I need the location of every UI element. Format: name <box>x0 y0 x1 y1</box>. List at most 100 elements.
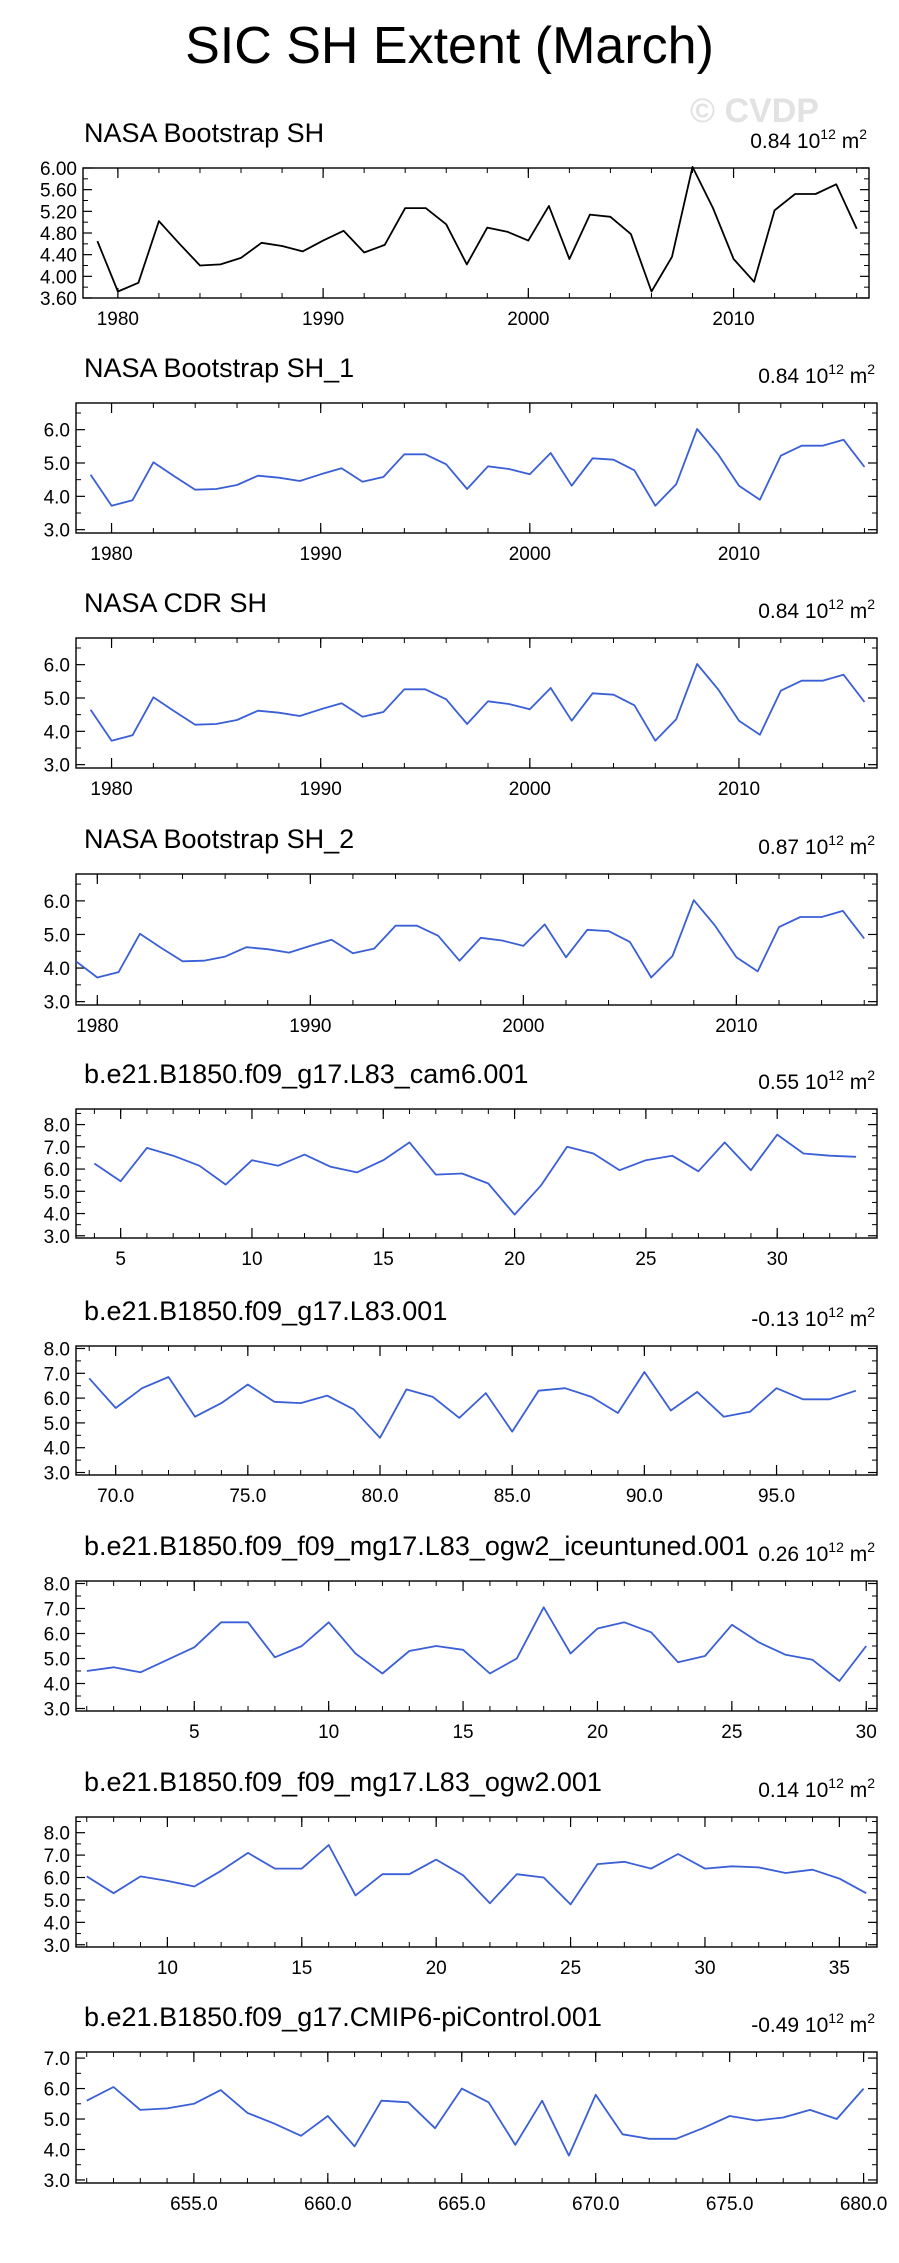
chart-title: b.e21.B1850.f09_f09_mg17.L83_ogw2_iceunt… <box>84 1531 749 1561</box>
y-tick-label: 6.00 <box>40 159 77 180</box>
y-tick-label: 5.60 <box>40 181 77 202</box>
y-tick-label: 3.0 <box>44 521 70 542</box>
chart-panel-2: NASA Bootstrap SH_1 0.84 1012 m2 3.0 4.0 5.0… <box>44 353 878 565</box>
trend-label-part: m <box>844 365 867 388</box>
x-tick-label: 30 <box>767 1249 788 1270</box>
x-tick-label: 1990 <box>300 779 342 800</box>
trend-label: 0.84 1012 m2 <box>758 361 875 388</box>
y-tick-label: 5.0 <box>44 454 70 475</box>
x-tick-label: 1990 <box>302 309 344 330</box>
x-tick-label: 1990 <box>300 544 342 565</box>
y-tick-label: 6.0 <box>44 1869 70 1890</box>
plot-frame <box>75 1345 878 1476</box>
y-tick-label: 5.20 <box>40 202 77 223</box>
y-tick-label: 4.80 <box>40 224 77 245</box>
x-tick-label: 10 <box>318 1722 339 1743</box>
x-tick-label: 5 <box>115 1249 126 1270</box>
x-tick-label: 70.0 <box>97 1486 134 1507</box>
trend-label-part: 0.84 10 <box>758 365 828 388</box>
x-tick-label: 660.0 <box>304 2194 352 2215</box>
trend-label-part: 12 <box>828 1539 844 1555</box>
trend-label-part: 12 <box>828 361 844 377</box>
y-tick-label: 3.0 <box>44 993 70 1014</box>
x-tick-label: 670.0 <box>572 2194 620 2215</box>
trend-label-part: 2 <box>867 1539 875 1555</box>
trend-label-part: 2 <box>867 832 875 848</box>
y-tick-label: 6.0 <box>44 2080 70 2101</box>
trend-label-part: 2 <box>867 361 875 377</box>
series-line <box>75 899 865 979</box>
y-tick-label: 5.0 <box>44 925 70 946</box>
y-tick-label: 5.0 <box>44 689 70 710</box>
x-tick-label: 20 <box>504 1249 525 1270</box>
trend-label-part: 12 <box>828 596 844 612</box>
y-tick-label: 3.0 <box>44 1700 70 1721</box>
y-tick-label: 5.0 <box>44 1182 70 1203</box>
plot-frame <box>75 637 878 769</box>
x-tick-label: 35 <box>829 1958 850 1979</box>
x-tick-label: 2010 <box>718 779 760 800</box>
trend-label-part: 2 <box>867 1067 875 1083</box>
y-tick-label: 7.0 <box>44 1138 70 1159</box>
x-tick-label: 90.0 <box>626 1486 663 1507</box>
series-line <box>88 1371 857 1439</box>
trend-label: 0.87 1012 m2 <box>758 832 875 859</box>
y-tick-label: 4.0 <box>44 487 70 508</box>
trend-label-part: m <box>844 1308 867 1331</box>
x-tick-label: 2010 <box>718 544 760 565</box>
trend-label-part: m <box>844 836 867 859</box>
chart-title: b.e21.B1850.f09_g17.CMIP6-piControl.001 <box>84 2002 602 2032</box>
chart-title: NASA CDR SH <box>84 588 267 618</box>
y-tick-label: 7.0 <box>44 2049 70 2070</box>
trend-label-part: m <box>844 1543 867 1566</box>
x-tick-label: 20 <box>587 1722 608 1743</box>
x-tick-label: 15 <box>291 1958 312 1979</box>
y-tick-label: 7.0 <box>44 1600 70 1621</box>
trend-label: 0.55 1012 m2 <box>758 1067 875 1094</box>
y-tick-label: 4.0 <box>44 1205 70 1226</box>
y-tick-label: 6.0 <box>44 1625 70 1646</box>
y-tick-label: 3.0 <box>44 1227 70 1248</box>
x-tick-label: 25 <box>721 1722 742 1743</box>
y-tick-label: 3.0 <box>44 756 70 777</box>
x-tick-label: 1980 <box>90 779 132 800</box>
chart-panel-5: b.e21.B1850.f09_g17.L83_cam6.001 0.55 101… <box>44 1059 878 1270</box>
chart-panel-4: NASA Bootstrap SH_2 0.87 1012 m2 3.0 4.0 5.0… <box>44 824 878 1037</box>
plot-frame <box>75 1108 878 1239</box>
y-tick-label: 3.0 <box>44 1464 70 1485</box>
trend-label-part: 12 <box>828 1067 844 1083</box>
x-tick-label: 75.0 <box>229 1486 266 1507</box>
page-title: SIC SH Extent (March) <box>185 17 714 75</box>
trend-label-part: m <box>844 600 867 623</box>
chart-title: NASA Bootstrap SH_2 <box>84 824 354 854</box>
y-tick-label: 4.0 <box>44 959 70 980</box>
series-line <box>86 2086 865 2157</box>
trend-label: 0.84 1012 m2 <box>758 596 875 623</box>
trend-label-part: m <box>836 130 859 153</box>
y-tick-label: 6.0 <box>44 421 70 442</box>
y-tick-label: 5.0 <box>44 2110 70 2131</box>
y-tick-label: 4.0 <box>44 1439 70 1460</box>
chart-panel-9: b.e21.B1850.f09_g17.CMIP6-piControl.001 -… <box>44 2002 888 2215</box>
y-tick-label: 3.0 <box>44 1936 70 1957</box>
y-tick-label: 5.0 <box>44 1891 70 1912</box>
chart-title: NASA Bootstrap SH <box>84 118 324 148</box>
x-tick-label: 655.0 <box>170 2194 218 2215</box>
x-tick-label: 85.0 <box>494 1486 531 1507</box>
x-tick-label: 80.0 <box>362 1486 399 1507</box>
x-tick-label: 1990 <box>289 1016 331 1037</box>
trend-label: 0.26 1012 m2 <box>758 1539 875 1566</box>
trend-label-part: 2 <box>867 1304 875 1320</box>
trend-label-part: 12 <box>828 1304 844 1320</box>
trend-label-part: 12 <box>828 2010 844 2026</box>
y-tick-label: 3.0 <box>44 2171 70 2192</box>
y-tick-label: 8.0 <box>44 1116 70 1137</box>
series-line <box>89 663 866 742</box>
y-tick-label: 4.00 <box>40 267 77 288</box>
trend-label-part: 2 <box>859 126 867 142</box>
y-tick-label: 4.0 <box>44 722 70 743</box>
y-tick-label: 4.40 <box>40 246 77 267</box>
cvdp-watermark: © CVDP <box>690 92 819 130</box>
chart-panel-3: NASA CDR SH 0.84 1012 m2 3.0 4.0 5.0 6.0 1980 1… <box>44 588 878 800</box>
x-tick-label: 15 <box>373 1249 394 1270</box>
